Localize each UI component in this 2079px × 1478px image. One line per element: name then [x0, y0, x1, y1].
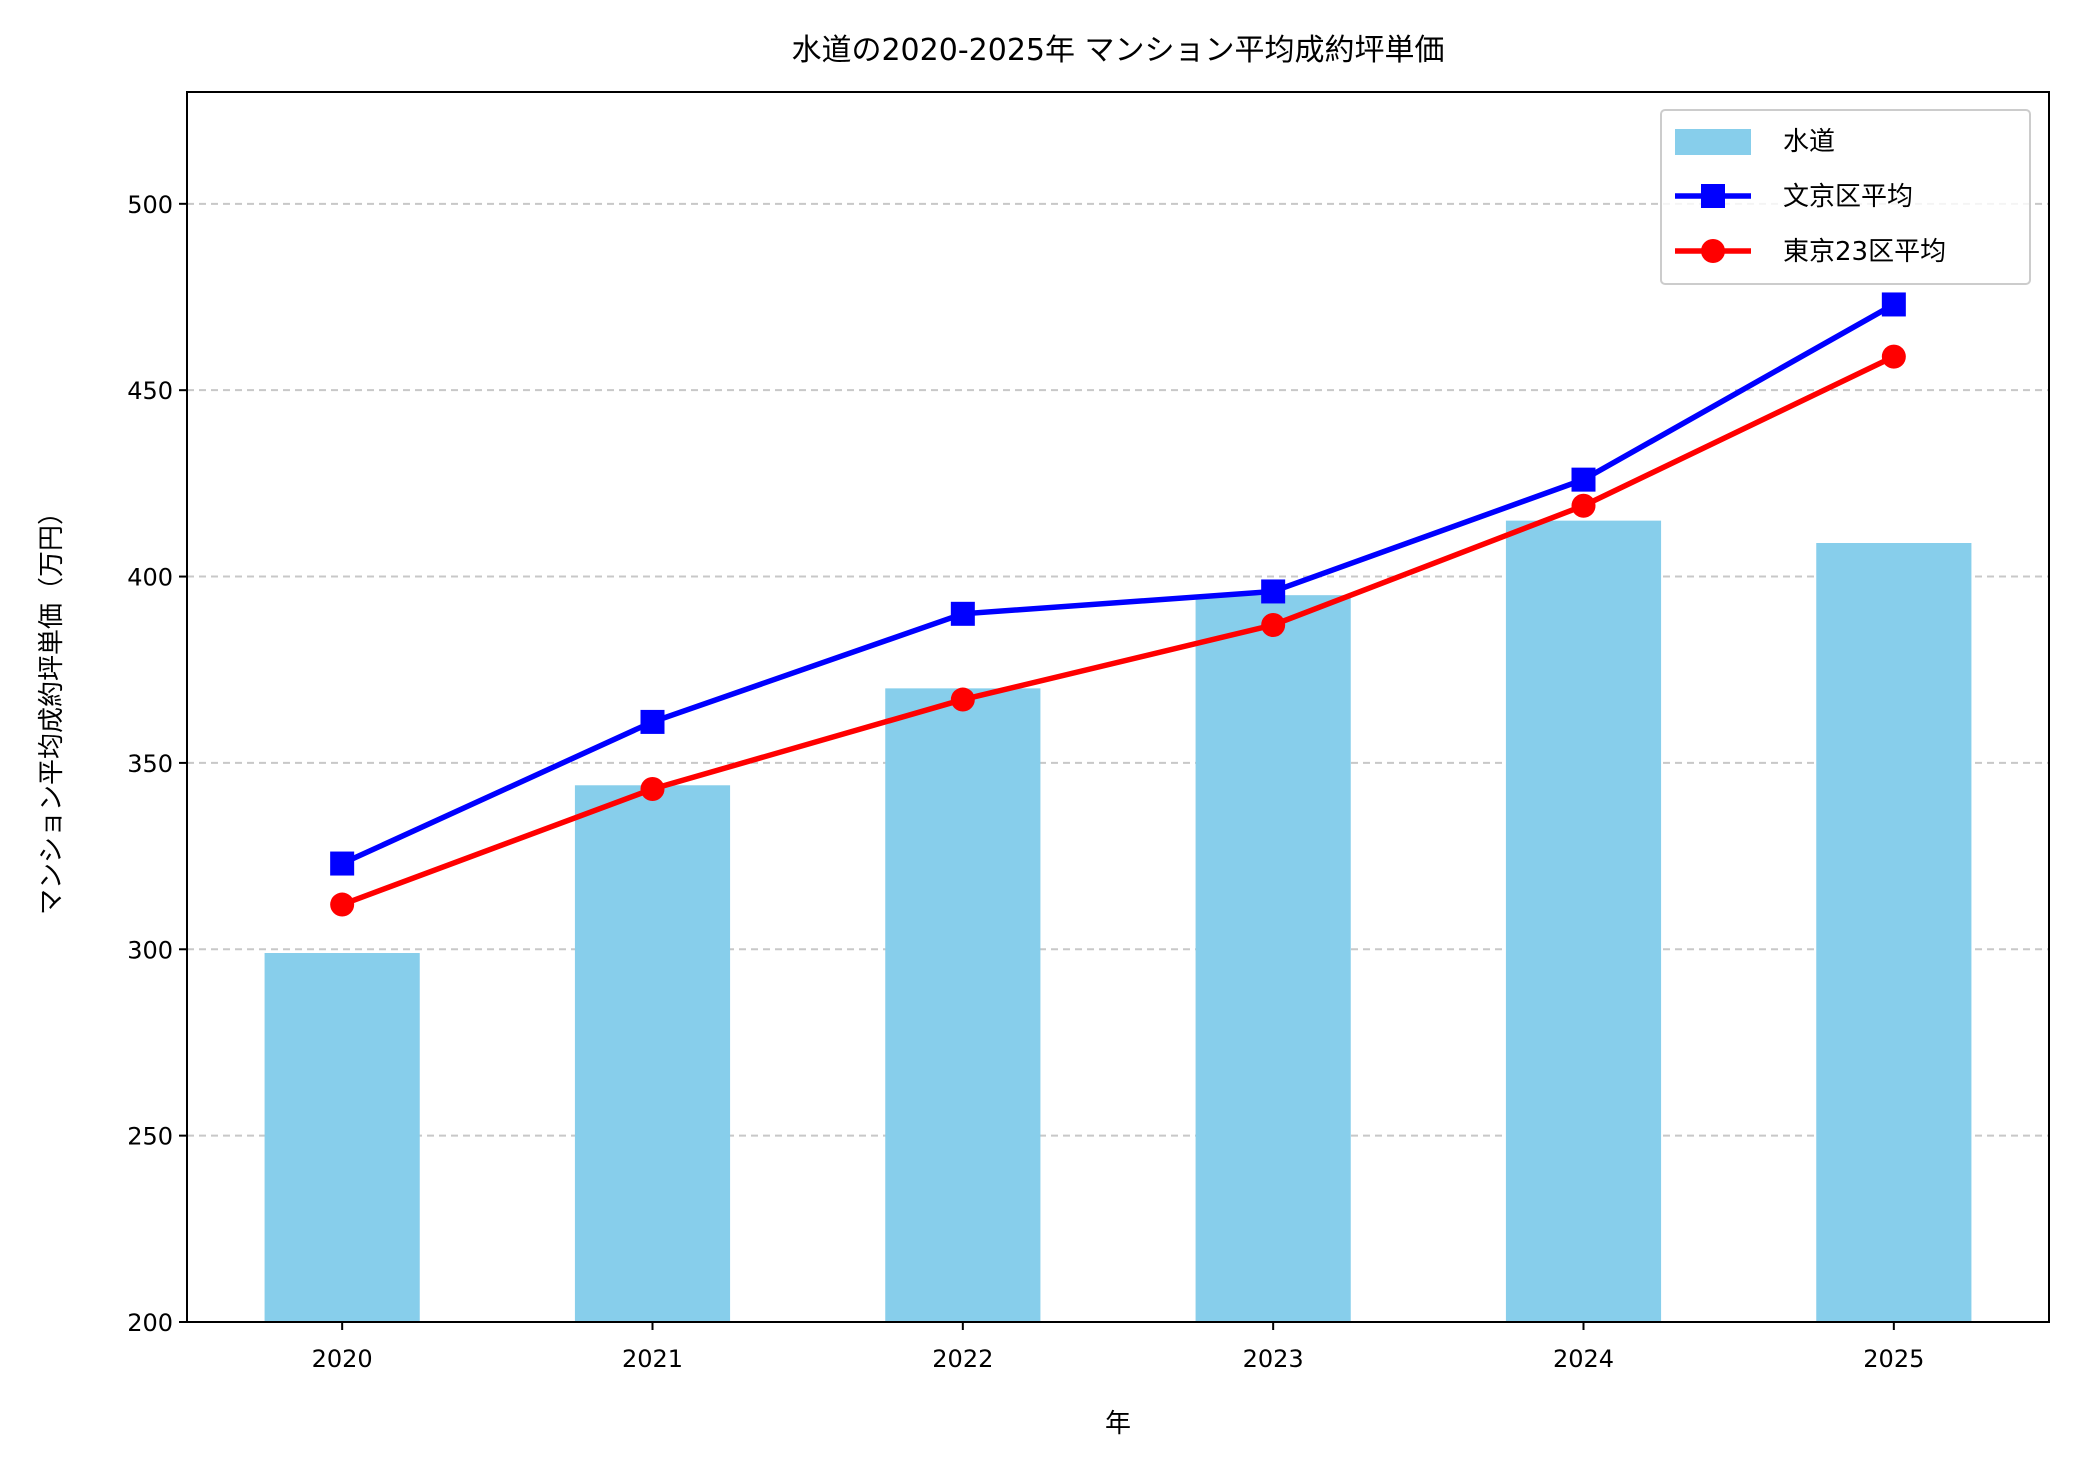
bar — [264, 953, 420, 1322]
data-point-circle — [950, 687, 975, 712]
bar — [885, 688, 1041, 1322]
bar — [1195, 595, 1351, 1322]
y-tick-label: 500 — [127, 191, 173, 219]
bar — [1505, 520, 1662, 1322]
bar — [574, 785, 731, 1322]
data-point-square — [1261, 579, 1286, 604]
x-tick-label: 2022 — [932, 1345, 993, 1373]
x-tick-label: 2021 — [622, 1345, 683, 1373]
x-tick-label: 2024 — [1553, 1345, 1614, 1373]
y-tick-label: 400 — [127, 564, 173, 592]
data-point-square — [1881, 292, 1906, 317]
x-tick-label: 2023 — [1243, 1345, 1304, 1373]
legend-swatch-bar — [1675, 129, 1751, 155]
y-tick-label: 250 — [127, 1123, 173, 1151]
data-point-square — [330, 851, 355, 876]
data-point-square — [640, 709, 665, 734]
y-tick-label: 350 — [127, 750, 173, 778]
x-tick-label: 2020 — [312, 1345, 373, 1373]
legend-marker-circle — [1701, 239, 1725, 263]
y-tick-label: 450 — [127, 377, 173, 405]
data-point-circle — [640, 777, 665, 801]
x-tick-label: 2025 — [1863, 1345, 1924, 1373]
series-line — [341, 354, 1896, 908]
y-tick-label: 300 — [127, 936, 173, 964]
legend-label: 水道 — [1783, 127, 1835, 157]
legend-label: 東京23区平均 — [1783, 237, 1946, 267]
legend-box — [1660, 109, 2031, 285]
data-point-circle — [1261, 613, 1286, 637]
plot-frame — [186, 91, 2050, 1323]
bar — [1816, 543, 1972, 1322]
chart-title: 水道の2020-2025年 マンション平均成約坪単価 — [791, 33, 1444, 68]
data-point-square — [950, 601, 975, 626]
data-point-circle — [330, 892, 355, 917]
data-point-square — [1571, 467, 1596, 492]
y-axis-label: マンション平均成約坪単価（万円） — [37, 499, 67, 915]
series-line — [341, 302, 1896, 867]
y-tick-label: 200 — [127, 1309, 173, 1337]
x-axis-label: 年 — [1105, 1409, 1131, 1439]
data-point-circle — [1881, 344, 1906, 369]
legend-marker-square — [1701, 184, 1725, 208]
legend-label: 文京区平均 — [1783, 182, 1913, 212]
data-point-circle — [1571, 493, 1596, 518]
